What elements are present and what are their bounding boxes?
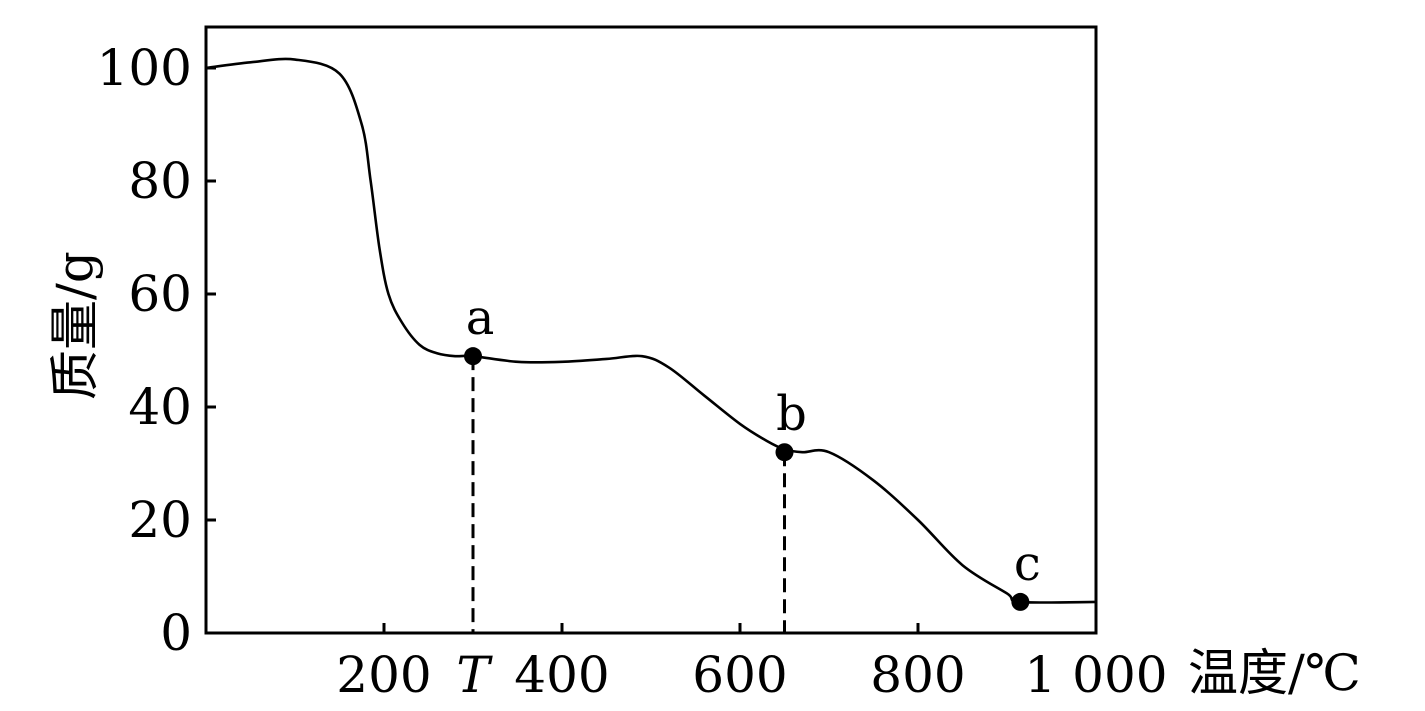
y-tick-label: 40 [128, 378, 192, 436]
x-axis-ticks: 200 T 400 600 800 1 000 [336, 623, 1168, 704]
y-tick-label: 20 [128, 491, 192, 549]
plot-frame [204, 25, 1098, 635]
x-tick-label: 1 000 [1024, 646, 1167, 704]
x-tick-label: 600 [692, 646, 787, 704]
mass-temperature-curve [205, 57, 1097, 604]
point-label-a: a [466, 290, 495, 346]
x-tick-label: 800 [870, 646, 965, 704]
point-c [1011, 592, 1030, 611]
x-tick-label-T: T [456, 646, 493, 704]
data-points: a b c [464, 290, 1041, 611]
y-axis-ticks: 0 20 40 60 80 100 [97, 39, 216, 662]
point-label-b: b [776, 386, 807, 442]
y-tick-label: 100 [97, 39, 192, 97]
point-a [464, 347, 482, 366]
y-axis-title: 质量/g [46, 251, 104, 400]
point-b [775, 443, 794, 462]
x-tick-label: 400 [514, 646, 609, 704]
y-tick-label: 80 [128, 152, 192, 210]
point-label-c: c [1014, 536, 1041, 592]
y-tick-label: 60 [128, 265, 192, 323]
y-tick-label: 0 [160, 604, 192, 662]
x-tick-label: 200 [336, 646, 431, 704]
x-axis-title: 温度/℃ [1188, 644, 1361, 702]
dashed-guides [471, 356, 786, 633]
